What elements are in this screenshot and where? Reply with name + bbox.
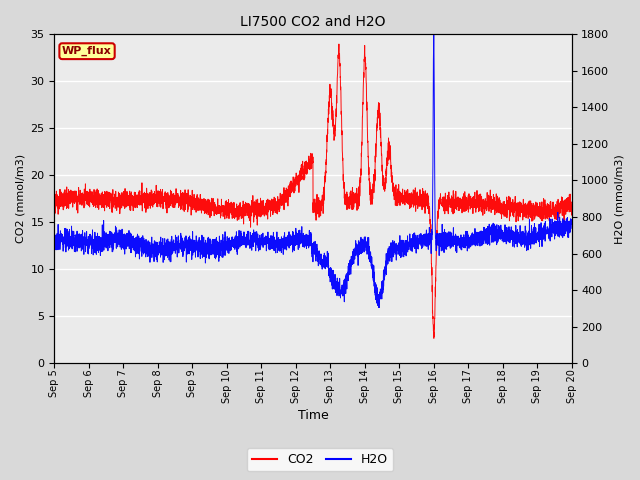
Y-axis label: H2O (mmol/m3): H2O (mmol/m3) [615, 154, 625, 244]
Title: LI7500 CO2 and H2O: LI7500 CO2 and H2O [240, 15, 386, 29]
Legend: CO2, H2O: CO2, H2O [247, 448, 393, 471]
Text: WP_flux: WP_flux [62, 46, 112, 56]
X-axis label: Time: Time [298, 409, 328, 422]
Y-axis label: CO2 (mmol/m3): CO2 (mmol/m3) [15, 154, 25, 243]
